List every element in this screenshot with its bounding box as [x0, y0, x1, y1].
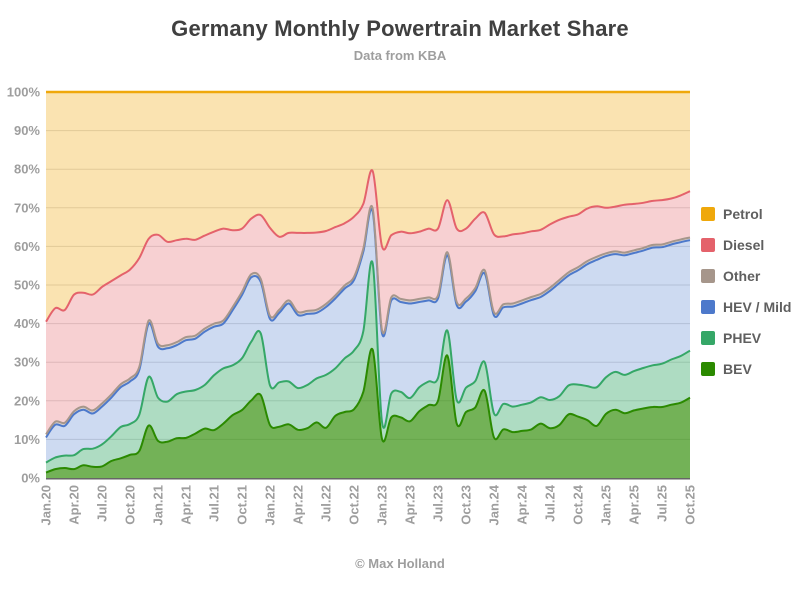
legend-item-diesel[interactable]: Diesel — [701, 237, 791, 253]
x-tick-label-jul-20: Jul.20 — [95, 485, 110, 522]
x-tick-label-jan-23: Jan.23 — [375, 485, 390, 525]
x-tick-label-apr-23: Apr.23 — [403, 485, 418, 525]
x-tick-label-jul-25: Jul.25 — [655, 485, 670, 522]
y-tick-label-70: 70% — [14, 200, 40, 215]
x-tick-label-jul-23: Jul.23 — [431, 485, 446, 522]
legend-item-petrol[interactable]: Petrol — [701, 206, 791, 222]
x-tick-label-jan-25: Jan.25 — [599, 485, 614, 525]
x-tick-label-apr-24: Apr.24 — [515, 484, 530, 525]
legend-swatch-phev — [701, 331, 715, 345]
x-tick-label-oct-24: Oct.24 — [571, 484, 586, 525]
x-tick-label-apr-20: Apr.20 — [67, 485, 82, 525]
boundary-line-diesel — [45, 169, 691, 323]
legend-swatch-bev — [701, 362, 715, 376]
x-tick-label-jul-21: Jul.21 — [207, 485, 222, 522]
x-tick-label-jul-24: Jul.24 — [543, 484, 558, 522]
legend-label-hev-mild: HEV / Mild — [723, 299, 792, 315]
area-band-phev — [46, 261, 690, 473]
legend-label-other: Other — [723, 268, 761, 284]
x-tick-label-jan-22: Jan.22 — [263, 485, 278, 525]
boundary-line-other — [45, 205, 691, 436]
y-tick-label-30: 30% — [14, 355, 40, 370]
legend-label-diesel: Diesel — [723, 237, 765, 253]
legend: Petrol Diesel Other HEV / Mild PHEV BEV — [701, 206, 791, 377]
chart-subtitle: Data from KBA — [353, 48, 447, 63]
x-tick-label-oct-21: Oct.21 — [235, 485, 250, 525]
boundary-line-phev — [45, 260, 691, 464]
legend-item-other[interactable]: Other — [701, 268, 791, 284]
area-band-petrol — [46, 92, 690, 322]
x-tick-label-oct-20: Oct.20 — [123, 485, 138, 525]
legend-swatch-hev-mild — [701, 300, 715, 314]
y-tick-label-60: 60% — [14, 239, 40, 254]
area-band-diesel — [46, 170, 690, 435]
chart-credit: © Max Holland — [355, 556, 445, 571]
legend-swatch-diesel — [701, 238, 715, 252]
legend-swatch-petrol — [701, 207, 715, 221]
y-tick-label-40: 40% — [14, 316, 40, 331]
y-tick-label-50: 50% — [14, 278, 40, 293]
y-tick-label-10: 10% — [14, 432, 40, 447]
y-tick-label-80: 80% — [14, 162, 40, 177]
legend-label-petrol: Petrol — [723, 206, 763, 222]
legend-label-phev: PHEV — [723, 330, 762, 346]
x-tick-label-jan-20: Jan.20 — [39, 485, 54, 525]
legend-item-bev[interactable]: BEV — [701, 361, 791, 377]
y-tick-label-0: 0% — [21, 471, 40, 486]
legend-item-phev[interactable]: PHEV — [701, 330, 791, 346]
x-tick-label-apr-22: Apr.22 — [291, 485, 306, 525]
y-tick-label-90: 90% — [14, 123, 40, 138]
x-tick-label-oct-22: Oct.22 — [347, 485, 362, 525]
boundary-line-bev — [45, 347, 691, 474]
x-tick-label-oct-23: Oct.23 — [459, 485, 474, 525]
legend-label-bev: BEV — [723, 361, 752, 377]
x-tick-label-jan-21: Jan.21 — [151, 485, 166, 525]
x-tick-label-apr-25: Apr.25 — [627, 485, 642, 525]
y-tick-label-100: 100% — [7, 85, 41, 100]
x-tick-label-jan-24: Jan.24 — [487, 484, 502, 525]
x-tick-label-apr-21: Apr.21 — [179, 485, 194, 525]
x-tick-label-oct-25: Oct.25 — [683, 485, 698, 525]
x-tick-label-jul-22: Jul.22 — [319, 485, 334, 522]
y-tick-label-20: 20% — [14, 393, 40, 408]
area-band-hev-mild — [46, 209, 690, 463]
legend-swatch-other — [701, 269, 715, 283]
area-band-bev — [46, 348, 690, 478]
chart-title: Germany Monthly Powertrain Market Share — [171, 16, 629, 41]
legend-item-hev-mild[interactable]: HEV / Mild — [701, 299, 791, 315]
